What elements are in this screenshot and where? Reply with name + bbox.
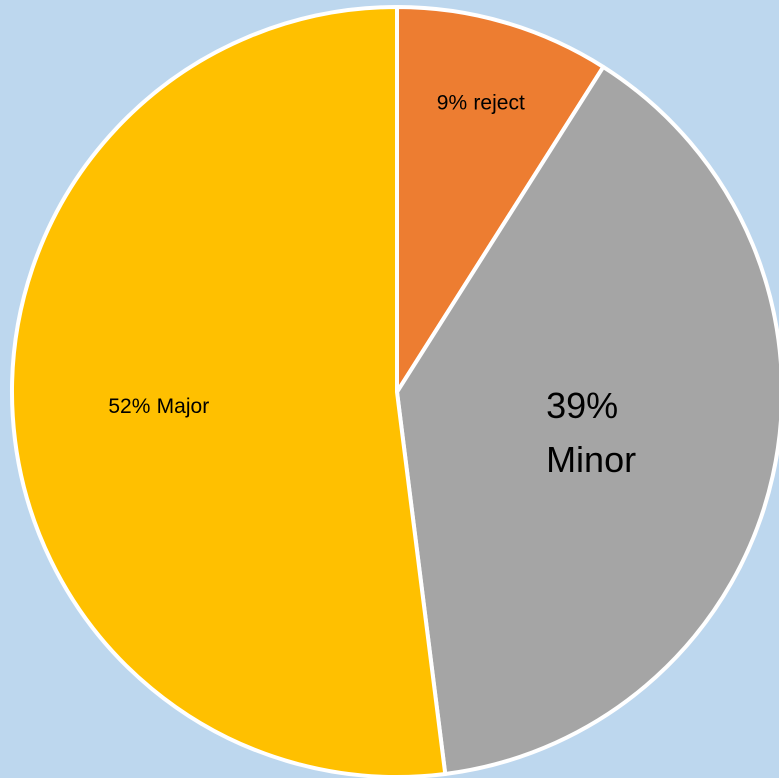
- pie-slice: [395, 5, 606, 394]
- data-label-name: Minor: [546, 439, 636, 480]
- pie-slice: [9, 5, 448, 778]
- pie-slice: [395, 64, 779, 776]
- data-label: 9% reject: [437, 91, 525, 114]
- data-label-name: reject: [473, 91, 525, 114]
- data-label-name: Major: [157, 395, 210, 418]
- data-label-value: 39%: [546, 385, 618, 426]
- data-label: 52% Major: [108, 395, 209, 418]
- data-label-value: 52%: [108, 395, 150, 418]
- data-label: 39% Minor: [546, 385, 636, 480]
- data-label-value: 9%: [437, 91, 467, 114]
